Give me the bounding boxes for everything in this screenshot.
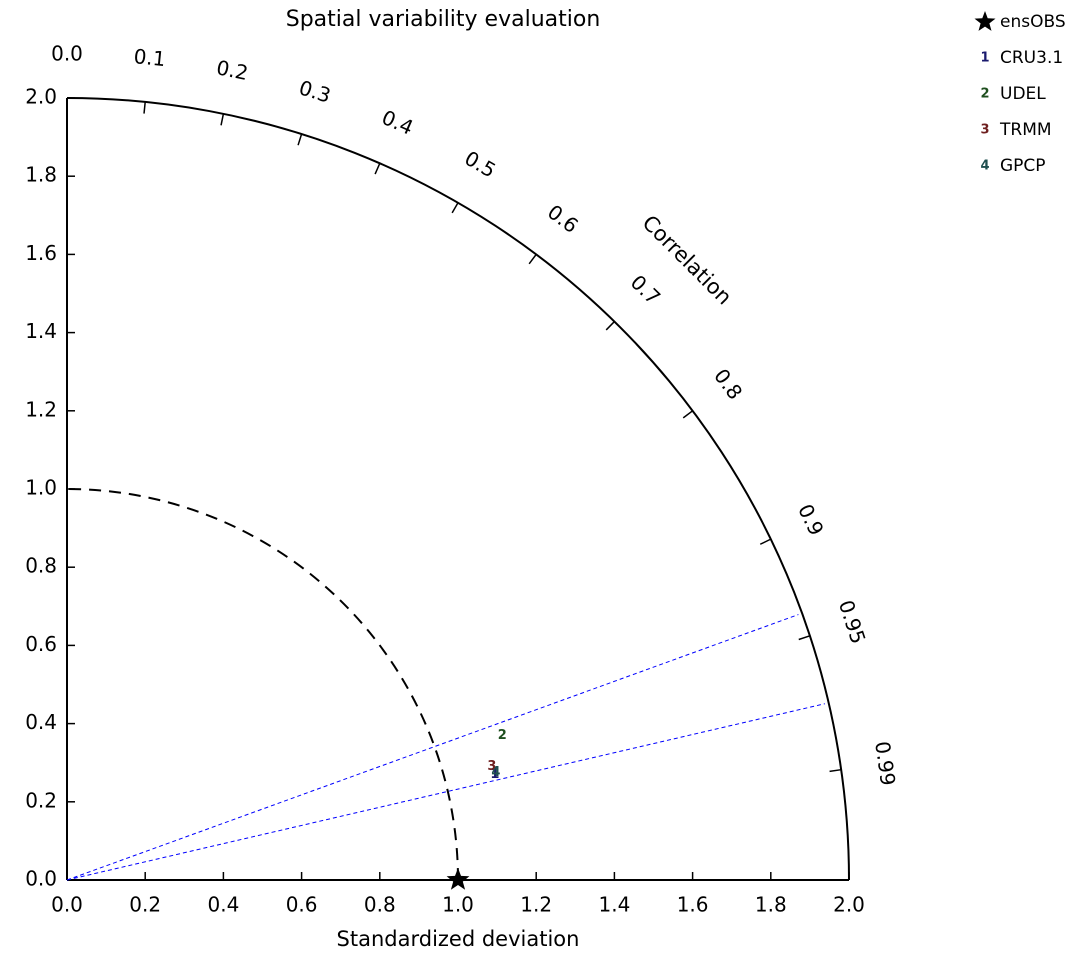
correlation-tick-label: 0.8 bbox=[709, 364, 747, 404]
correlation-tick-label: 0.95 bbox=[834, 597, 871, 647]
chart-title: Spatial variability evaluation bbox=[286, 7, 601, 32]
data-point: 3 bbox=[487, 759, 496, 774]
x-tick-label: 1.6 bbox=[677, 893, 709, 917]
correlation-tick bbox=[451, 202, 459, 214]
x-tick-label: 1.4 bbox=[598, 893, 630, 917]
legend-marker bbox=[974, 11, 996, 31]
correlation-tick bbox=[374, 162, 381, 175]
correlation-tick-label: 0.9 bbox=[793, 500, 828, 539]
reference-point bbox=[446, 868, 470, 890]
legend-marker: 2 bbox=[980, 87, 989, 102]
y-tick-label: 0.2 bbox=[25, 788, 57, 812]
correlation-tick-label: 0.2 bbox=[214, 55, 250, 85]
x-tick-label: 1.0 bbox=[442, 893, 474, 917]
y-tick-label: 0.0 bbox=[25, 867, 57, 891]
correlation-tick-label: 0.1 bbox=[133, 44, 167, 71]
legend-label: CRU3.1 bbox=[1000, 48, 1063, 68]
data-point: 2 bbox=[498, 728, 507, 743]
correlation-tick bbox=[220, 113, 225, 126]
y-tick-label: 2.0 bbox=[25, 85, 57, 109]
correlation-tick bbox=[605, 321, 615, 331]
correlation-tick-label: 0.4 bbox=[378, 105, 417, 140]
y-tick-label: 1.6 bbox=[25, 241, 57, 265]
correlation-tick-label: 0.6 bbox=[543, 200, 583, 238]
reference-std-arc bbox=[66, 488, 459, 881]
y-tick-label: 1.0 bbox=[25, 476, 57, 500]
x-tick-label: 0.2 bbox=[129, 893, 161, 917]
correlation-tick bbox=[143, 101, 146, 114]
x-tick-label: 0.8 bbox=[364, 893, 396, 917]
x-tick-label: 2.0 bbox=[833, 893, 865, 917]
y-tick-label: 1.4 bbox=[25, 319, 57, 343]
x-tick-label: 0.4 bbox=[207, 893, 239, 917]
y-tick-label: 1.8 bbox=[25, 163, 57, 187]
correlation-tick bbox=[829, 768, 842, 773]
correlation-tick bbox=[759, 538, 772, 545]
correlation-tick-label: 0.7 bbox=[626, 270, 666, 309]
y-tick-label: 0.6 bbox=[25, 632, 57, 656]
data-point: 4 bbox=[491, 765, 500, 780]
legend-label: UDEL bbox=[1000, 84, 1046, 104]
legend-marker: 3 bbox=[980, 123, 989, 138]
x-tick-label: 1.8 bbox=[755, 893, 787, 917]
legend-label: GPCP bbox=[1000, 156, 1046, 176]
legend-marker: 1 bbox=[980, 51, 989, 66]
correlation-tick bbox=[798, 635, 811, 641]
data-point: 1 bbox=[490, 767, 499, 782]
legend-label: TRMM bbox=[999, 120, 1052, 140]
y-tick-label: 1.2 bbox=[25, 397, 57, 421]
correlation-tick bbox=[297, 133, 303, 146]
correlation-tick bbox=[528, 253, 537, 265]
legend-marker: 4 bbox=[980, 159, 989, 174]
correlation-tick-label: 0.5 bbox=[460, 146, 500, 183]
correlation-tick-label: 0.99 bbox=[870, 740, 900, 787]
y-tick-label: 0.4 bbox=[25, 710, 57, 734]
correlation-line bbox=[66, 614, 799, 881]
x-axis-label: Standardized deviation bbox=[337, 927, 580, 951]
x-tick-label: 0.0 bbox=[51, 893, 83, 917]
correlation-tick-label: 0.0 bbox=[51, 41, 83, 65]
outer-arc bbox=[66, 97, 850, 881]
x-tick-label: 1.2 bbox=[520, 893, 552, 917]
correlation-tick bbox=[682, 410, 694, 419]
legend-label: ensOBS bbox=[1000, 12, 1066, 32]
correlation-tick-label: 0.3 bbox=[296, 75, 334, 107]
y-tick-label: 0.8 bbox=[25, 554, 57, 578]
x-tick-label: 0.6 bbox=[286, 893, 318, 917]
correlation-line bbox=[66, 703, 825, 881]
